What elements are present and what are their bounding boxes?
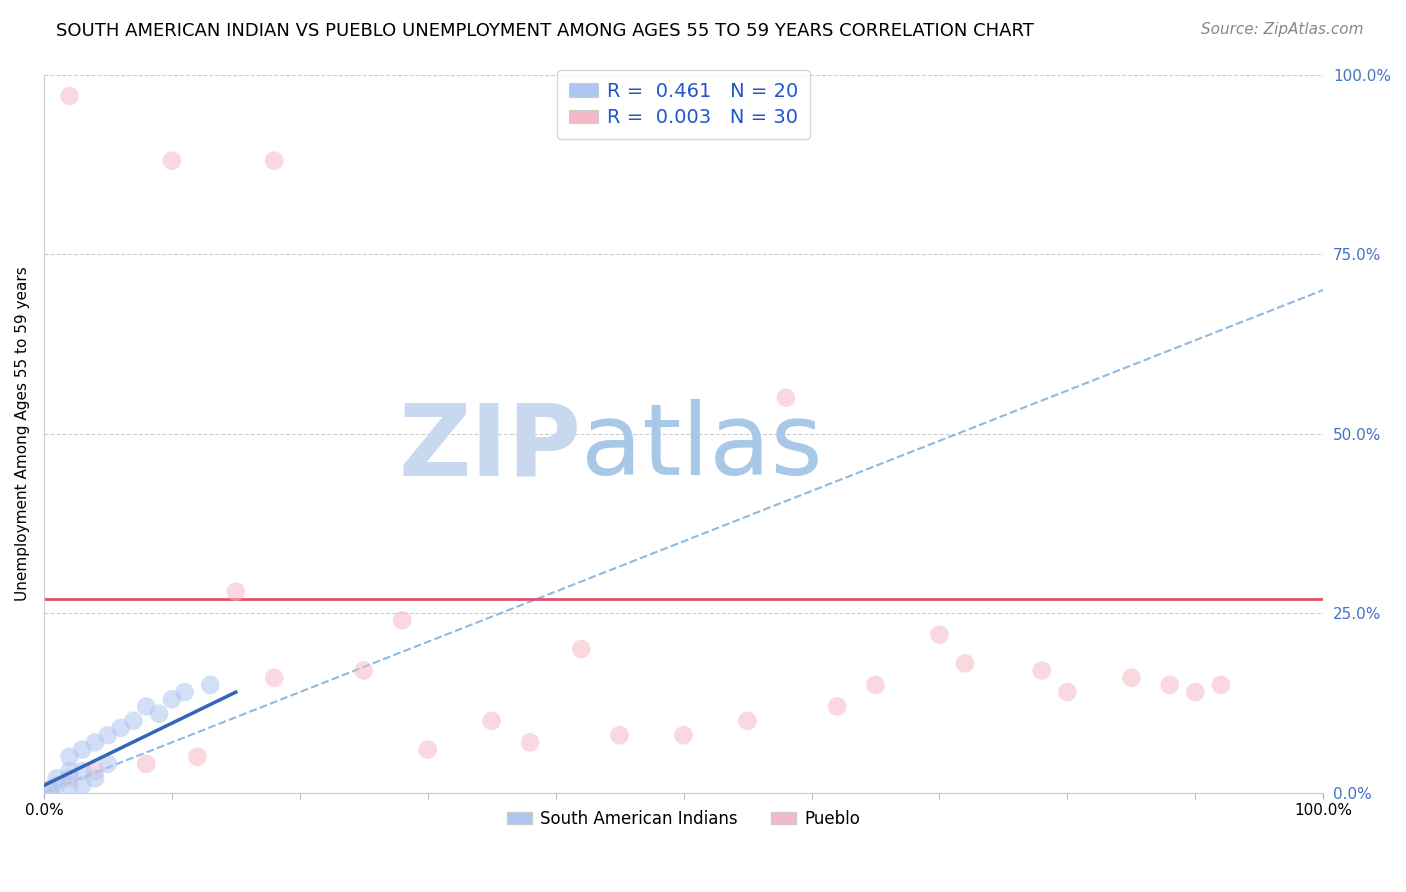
Point — [45, 772, 67, 786]
Point — [97, 756, 120, 771]
Point — [1184, 685, 1206, 699]
Point — [58, 764, 80, 778]
Point — [45, 779, 67, 793]
Point — [609, 728, 631, 742]
Point — [160, 153, 183, 168]
Text: Source: ZipAtlas.com: Source: ZipAtlas.com — [1201, 22, 1364, 37]
Point — [58, 89, 80, 103]
Point — [519, 735, 541, 749]
Point — [737, 714, 759, 728]
Point — [391, 613, 413, 627]
Y-axis label: Unemployment Among Ages 55 to 59 years: Unemployment Among Ages 55 to 59 years — [15, 266, 30, 601]
Point — [148, 706, 170, 721]
Point — [1121, 671, 1143, 685]
Point — [58, 779, 80, 793]
Point — [1209, 678, 1232, 692]
Point — [110, 721, 132, 735]
Point — [84, 772, 107, 786]
Point — [135, 699, 157, 714]
Legend: South American Indians, Pueblo: South American Indians, Pueblo — [501, 804, 868, 835]
Point — [160, 692, 183, 706]
Point — [353, 664, 375, 678]
Point — [953, 657, 976, 671]
Point — [84, 764, 107, 778]
Point — [1056, 685, 1078, 699]
Point — [72, 742, 94, 756]
Point — [1031, 664, 1053, 678]
Point — [97, 728, 120, 742]
Point — [122, 714, 145, 728]
Point — [39, 782, 62, 797]
Point — [173, 685, 195, 699]
Point — [225, 584, 247, 599]
Text: atlas: atlas — [581, 400, 823, 497]
Point — [928, 628, 950, 642]
Point — [263, 671, 285, 685]
Point — [58, 772, 80, 786]
Point — [135, 756, 157, 771]
Point — [186, 749, 208, 764]
Point — [84, 735, 107, 749]
Point — [1159, 678, 1181, 692]
Text: SOUTH AMERICAN INDIAN VS PUEBLO UNEMPLOYMENT AMONG AGES 55 TO 59 YEARS CORRELATI: SOUTH AMERICAN INDIAN VS PUEBLO UNEMPLOY… — [56, 22, 1035, 40]
Point — [825, 699, 848, 714]
Point — [865, 678, 887, 692]
Point — [263, 153, 285, 168]
Point — [72, 764, 94, 778]
Point — [672, 728, 695, 742]
Point — [58, 749, 80, 764]
Point — [200, 678, 222, 692]
Text: ZIP: ZIP — [398, 400, 581, 497]
Point — [569, 642, 592, 657]
Point — [72, 779, 94, 793]
Point — [416, 742, 439, 756]
Point — [775, 391, 797, 405]
Point — [39, 782, 62, 797]
Point — [481, 714, 503, 728]
